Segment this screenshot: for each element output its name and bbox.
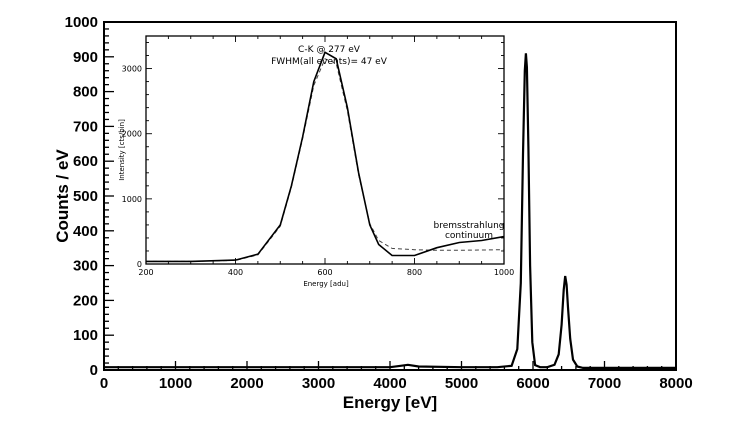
main-x-tick-label: 4000 xyxy=(373,375,406,392)
main-x-tick-label: 8000 xyxy=(659,375,692,392)
main-plot: 0 1000 2000 3000 4000 5000 6000 7000 80000100200… xyxy=(53,14,693,412)
main-x-tick-label: 5000 xyxy=(445,375,478,392)
inset-x-tick-label: 200 xyxy=(138,268,153,277)
inset-x-axis-title: Energy [adu] xyxy=(303,280,349,288)
main-ticks: 0 1000 2000 3000 4000 5000 6000 7000 80000100200… xyxy=(65,14,693,392)
main-y-tick-label: 600 xyxy=(73,153,98,170)
main-x-tick-label: 1000 xyxy=(159,375,192,392)
inset-annotation-fwhm: FWHM(all events)= 47 eV xyxy=(271,57,388,67)
inset-x-tick-label: 400 xyxy=(228,268,243,277)
inset-y-tick-label: 2000 xyxy=(122,130,142,139)
main-spectrum-line xyxy=(104,53,676,369)
inset-ticks: 200 400 600 800 1000 0 1000 2000 3000 xyxy=(122,36,514,277)
inset-annotation-ck: C-K @ 277 eV xyxy=(298,45,361,55)
main-y-tick-label: 1000 xyxy=(65,14,98,31)
main-x-tick-label: 2000 xyxy=(230,375,263,392)
main-y-axis-title: Counts / eV xyxy=(53,149,72,243)
inset-x-tick-label: 600 xyxy=(317,268,332,277)
main-y-tick-label: 500 xyxy=(73,188,98,205)
inset-fit-dashed-line xyxy=(146,58,505,262)
inset-plot: 200 400 600 800 1000 0 1000 2000 3000 C-K @ 277 … xyxy=(118,35,514,288)
inset-y-tick-label: 1000 xyxy=(122,195,142,204)
inset-x-tick-label: 800 xyxy=(407,268,422,277)
main-y-tick-label: 800 xyxy=(73,84,98,101)
main-x-tick-label: 0 xyxy=(100,375,108,392)
main-x-axis-title: Energy [eV] xyxy=(343,393,437,412)
main-y-tick-label: 700 xyxy=(73,118,98,135)
main-y-tick-label: 200 xyxy=(73,292,98,309)
inset-y-axis-title: Intensity [cts/bin] xyxy=(118,119,126,181)
main-y-tick-label: 900 xyxy=(73,49,98,66)
inset-y-tick-label: 0 xyxy=(137,260,142,269)
main-y-tick-label: 100 xyxy=(73,327,98,344)
main-x-tick-label: 7000 xyxy=(588,375,621,392)
inset-spectrum-line xyxy=(146,51,505,263)
main-x-tick-label: 3000 xyxy=(302,375,335,392)
main-x-tick-label: 6000 xyxy=(516,375,549,392)
main-y-tick-label: 0 xyxy=(90,362,98,379)
main-y-tick-label: 300 xyxy=(73,258,98,275)
inset-annotation-bremsstrahlung: bremsstrahlung xyxy=(434,221,505,231)
inset-annotation-continuum: continuum xyxy=(445,231,493,241)
inset-x-tick-label: 1000 xyxy=(494,268,514,277)
inset-background xyxy=(146,36,504,264)
inset-y-tick-label: 3000 xyxy=(122,65,142,74)
main-y-tick-label: 400 xyxy=(73,223,98,240)
